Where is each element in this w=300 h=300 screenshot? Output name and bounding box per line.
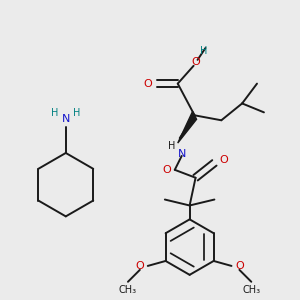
Text: N: N [178,149,186,159]
Text: O: O [144,79,152,88]
Text: H: H [200,46,207,56]
Text: O: O [219,155,228,165]
Text: CH₃: CH₃ [119,285,137,295]
Text: CH₃: CH₃ [242,285,260,295]
Text: H: H [51,108,58,118]
Text: O: O [191,57,200,67]
Text: N: N [61,114,70,124]
Text: O: O [163,165,171,175]
Polygon shape [178,111,196,143]
Text: O: O [136,261,144,271]
Text: H: H [73,108,80,118]
Text: O: O [235,261,244,271]
Text: H: H [168,141,176,151]
